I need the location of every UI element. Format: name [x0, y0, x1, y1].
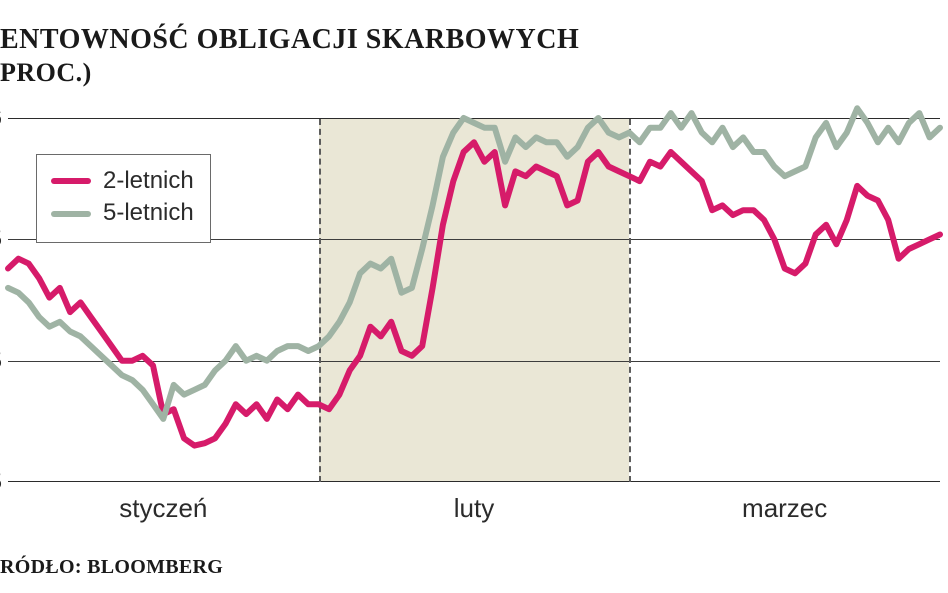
y-tick-label: 5	[0, 226, 2, 252]
y-tick-label: 5	[0, 469, 2, 495]
x-axis-label: luty	[454, 493, 494, 524]
chart-title-main: ENTOWNOŚĆ OBLIGACJI SKARBOWYCH	[0, 24, 579, 56]
legend-swatch	[51, 178, 91, 184]
legend-item: 5-letnich	[51, 197, 194, 229]
y-tick-label: 6	[0, 105, 2, 131]
chart-title: ENTOWNOŚĆ OBLIGACJI SKARBOWYCH PROC.)	[0, 24, 579, 88]
line-chart: styczeńlutymarzec 5556 2-letnich5-letnic…	[8, 118, 940, 532]
legend-swatch	[51, 211, 91, 217]
legend-label: 5-letnich	[103, 197, 194, 229]
legend-label: 2-letnich	[103, 165, 194, 197]
legend-item: 2-letnich	[51, 165, 194, 197]
page: ENTOWNOŚĆ OBLIGACJI SKARBOWYCH PROC.) st…	[0, 0, 948, 593]
legend: 2-letnich5-letnich	[36, 154, 211, 243]
y-tick-label: 5	[0, 348, 2, 374]
plot-area: styczeńlutymarzec 5556 2-letnich5-letnic…	[8, 118, 940, 532]
chart-title-sub: PROC.)	[0, 58, 579, 88]
x-axis-label: styczeń	[119, 493, 207, 524]
x-axis-label: marzec	[742, 493, 827, 524]
chart-source: RÓDŁO: BLOOMBERG	[0, 556, 223, 579]
